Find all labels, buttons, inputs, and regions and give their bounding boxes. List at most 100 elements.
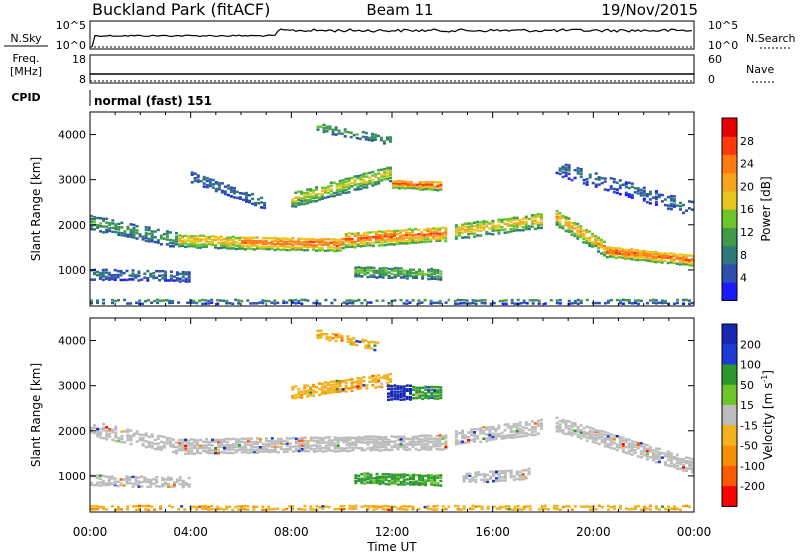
heatmap-cell xyxy=(570,508,574,511)
heatmap-cell xyxy=(570,302,574,305)
heatmap-cell xyxy=(645,458,649,461)
heatmap-cell xyxy=(297,445,301,448)
heatmap-cell xyxy=(338,190,342,193)
heatmap-cell xyxy=(378,267,382,270)
heatmap-cell xyxy=(588,429,592,433)
heatmap-cell xyxy=(393,482,397,485)
heatmap-cell xyxy=(359,377,363,380)
heatmap-cell xyxy=(576,237,580,240)
heatmap-cell xyxy=(132,234,136,237)
heatmap-cell xyxy=(150,446,154,449)
heatmap-cell xyxy=(606,438,610,441)
heatmap-cell xyxy=(369,438,373,441)
heatmap-cell xyxy=(315,449,319,453)
heatmap-cell xyxy=(344,185,348,189)
heatmap-cell xyxy=(326,391,330,395)
heatmap-cell xyxy=(162,232,166,236)
heatmap-cell xyxy=(199,438,202,442)
heatmap-cell xyxy=(375,448,379,452)
heatmap-cell xyxy=(326,246,330,249)
heatmap-cell xyxy=(433,389,437,392)
heatmap-cell xyxy=(159,448,163,451)
heatmap-cell xyxy=(534,299,538,302)
heatmap-cell xyxy=(282,248,286,251)
heatmap-cell xyxy=(558,223,562,226)
heatmap-cell xyxy=(347,232,351,235)
heatmap-cell xyxy=(399,242,402,245)
heatmap-cell xyxy=(459,298,463,302)
heatmap-cell xyxy=(390,480,394,483)
heatmap-cell xyxy=(362,384,366,387)
heatmap-cell xyxy=(380,233,384,237)
heatmap-cell xyxy=(357,274,361,278)
heatmap-cell xyxy=(329,189,333,193)
heatmap-cell xyxy=(435,238,439,241)
heatmap-cell xyxy=(482,426,486,429)
heatmap-cell xyxy=(399,237,402,240)
heatmap-cell xyxy=(114,227,118,231)
heatmap-cell xyxy=(464,436,467,440)
heatmap-cell xyxy=(328,336,332,339)
heatmap-cell xyxy=(675,456,679,460)
heatmap-cell xyxy=(169,241,172,245)
heatmap-cell xyxy=(509,220,513,223)
noise-right-top-tick: 10^5 xyxy=(708,19,738,32)
heatmap-cell xyxy=(405,397,409,400)
heatmap-cell xyxy=(119,274,123,277)
heatmap-cell xyxy=(461,226,464,229)
heatmap-cell xyxy=(441,505,445,508)
heatmap-cell xyxy=(335,188,339,191)
heatmap-cell xyxy=(657,453,661,456)
heatmap-cell xyxy=(291,237,295,240)
heatmap-cell xyxy=(390,388,394,391)
heatmap-cell xyxy=(226,241,229,245)
heatmap-cell xyxy=(340,339,344,342)
heatmap-cell xyxy=(558,425,562,429)
heatmap-cell xyxy=(498,505,502,509)
heatmap-cell xyxy=(150,234,154,238)
heatmap-cell xyxy=(340,334,344,338)
heatmap-cell xyxy=(285,442,289,445)
heatmap-cell xyxy=(318,387,321,391)
heatmap-cell xyxy=(399,507,403,511)
heatmap-cell xyxy=(117,437,121,440)
heatmap-cell xyxy=(685,209,688,212)
heatmap-cell xyxy=(325,125,329,129)
heatmap-cell xyxy=(390,445,394,448)
heatmap-cell xyxy=(167,476,170,479)
heatmap-cell xyxy=(618,252,622,255)
heatmap-cell xyxy=(117,233,121,237)
heatmap-cell xyxy=(248,199,251,203)
heatmap-cell xyxy=(144,228,148,232)
heatmap-cell xyxy=(114,225,118,228)
heatmap-cell xyxy=(95,481,99,485)
heatmap-cell xyxy=(666,450,670,453)
heatmap-cell xyxy=(172,443,175,447)
heatmap-cell xyxy=(417,435,421,438)
heatmap-cell xyxy=(506,224,510,228)
heatmap-cell xyxy=(226,247,229,250)
label-superscript: -1 xyxy=(760,375,769,383)
heatmap-cell xyxy=(393,387,397,390)
heatmap-cell xyxy=(483,478,487,481)
heatmap-cell xyxy=(161,484,165,488)
heatmap-cell xyxy=(181,242,185,245)
heatmap-cell xyxy=(474,473,478,476)
heatmap-cell xyxy=(261,442,265,446)
heatmap-cell xyxy=(238,247,241,250)
heatmap-cell xyxy=(369,266,373,269)
heatmap-cell xyxy=(543,507,547,510)
heatmap-cell xyxy=(436,386,440,389)
heatmap-cell xyxy=(347,177,351,180)
heatmap-cell xyxy=(402,390,406,393)
heatmap-cell xyxy=(175,231,178,235)
heatmap-cell xyxy=(205,446,208,449)
heatmap-cell xyxy=(318,505,322,509)
heatmap-cell xyxy=(528,505,532,508)
heatmap-cell xyxy=(420,445,424,449)
heatmap-cell xyxy=(624,440,628,443)
heatmap-cell xyxy=(468,480,472,483)
heatmap-cell xyxy=(642,454,646,457)
heatmap-cell xyxy=(338,188,342,191)
